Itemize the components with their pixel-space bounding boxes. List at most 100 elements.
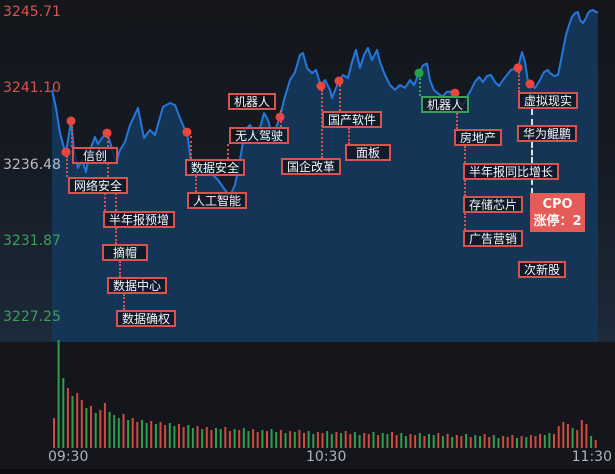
volume-bar	[85, 408, 88, 448]
volume-bar	[367, 434, 370, 448]
volume-bar	[275, 432, 278, 448]
y-axis-tick: 3236.48	[3, 157, 61, 173]
connector-line	[123, 294, 125, 310]
event-marker-dot	[450, 88, 460, 98]
volume-bar	[127, 420, 130, 448]
volume-bar	[298, 430, 301, 448]
volume-bar	[252, 429, 255, 448]
volume-bar	[293, 432, 296, 448]
sector-tag-label: 网络安全	[74, 179, 123, 193]
volume-bar	[205, 427, 208, 448]
x-axis-tick: 10:30	[306, 449, 347, 465]
event-marker-dot	[102, 128, 112, 138]
volume-bar	[446, 434, 449, 448]
connector-line	[518, 72, 520, 92]
sector-tag[interactable]: 面板	[345, 144, 391, 161]
volume-bar	[539, 434, 542, 448]
volume-bar	[525, 437, 528, 448]
sector-tag[interactable]: 半年报预增	[103, 211, 176, 228]
sector-tag-label: 涨停：2	[533, 213, 582, 229]
sector-tag[interactable]: 存储芯片	[463, 196, 524, 213]
volume-bar	[349, 434, 352, 448]
connector-line	[227, 144, 229, 159]
y-axis-tick: 3245.71	[3, 4, 61, 20]
volume-bar	[557, 426, 560, 448]
volume-bar	[529, 435, 532, 448]
sector-tag[interactable]: 机器人	[228, 93, 277, 110]
sector-tag[interactable]: 次新股	[518, 261, 567, 278]
connector-line	[195, 176, 197, 192]
volume-bar	[562, 422, 565, 448]
volume-bar	[344, 431, 347, 448]
volume-bar	[173, 426, 176, 448]
sector-tag[interactable]: 机器人	[421, 96, 470, 113]
volume-bar	[335, 432, 338, 448]
sector-tag[interactable]: 人工智能	[187, 192, 248, 209]
volume-bar	[571, 428, 574, 448]
sector-tag[interactable]: 华为鲲鹏	[517, 125, 578, 142]
sector-tag-label: 房地产	[460, 131, 497, 145]
volume-bar	[326, 431, 329, 448]
sector-tag-label: 数据确权	[122, 312, 171, 326]
volume-bar	[168, 423, 171, 448]
volume-bar	[94, 413, 97, 448]
volume-bar	[363, 433, 366, 448]
sector-tag[interactable]: 半年报同比增长	[463, 163, 560, 180]
sector-tag[interactable]: 数据确权	[116, 310, 177, 327]
sector-tag-label: CPO	[542, 196, 573, 212]
sector-tag[interactable]: 国企改革	[281, 158, 342, 175]
volume-bar	[201, 429, 204, 448]
sector-tag-label: 面板	[355, 146, 380, 160]
volume-bar	[233, 429, 236, 448]
sector-tag[interactable]: 房地产	[454, 129, 503, 146]
sector-tag[interactable]: 无人驾驶	[229, 127, 290, 144]
volume-bar	[145, 423, 148, 448]
x-axis-tick: 09:30	[48, 449, 89, 465]
volume-bar	[377, 435, 380, 448]
volume-bar	[502, 436, 505, 448]
sector-tag-label: 数据安全	[191, 161, 240, 175]
connector-line	[107, 137, 109, 147]
connector-line	[348, 128, 350, 144]
sector-tag[interactable]: 信创	[72, 147, 118, 164]
sector-tag[interactable]: 虚拟现实	[518, 92, 579, 109]
event-marker-dot	[414, 68, 424, 78]
volume-bar	[242, 428, 245, 448]
volume-bar	[497, 438, 500, 448]
sector-tag[interactable]: 数据安全	[185, 159, 246, 176]
volume-bar	[492, 435, 495, 448]
volume-bar	[136, 422, 139, 448]
bottom-strip	[0, 469, 615, 474]
connector-line	[531, 109, 533, 125]
connector-line	[464, 213, 466, 230]
volume-bar	[506, 437, 509, 448]
connector-line	[464, 180, 466, 196]
sector-tag[interactable]: 摘帽	[102, 244, 148, 261]
sector-tag[interactable]: 国产软件	[322, 111, 383, 128]
volume-bar	[534, 436, 537, 448]
event-marker-dot	[513, 63, 523, 73]
volume-bar	[340, 433, 343, 448]
volume-bar	[108, 412, 111, 448]
volume-bar	[261, 430, 264, 448]
sector-tag[interactable]: 网络安全	[68, 177, 129, 194]
volume-bar	[576, 430, 579, 448]
volume-bar	[279, 430, 282, 448]
volume-bar	[178, 424, 180, 448]
sector-tag[interactable]: CPO 涨停：2	[530, 193, 585, 232]
connector-line	[456, 113, 458, 129]
x-axis-tick: 11:30	[571, 449, 612, 465]
sector-tag[interactable]: 数据中心	[107, 277, 168, 294]
connector-line	[339, 85, 341, 111]
volume-bar	[76, 393, 79, 448]
volume-bar	[196, 426, 199, 448]
price-line-chart[interactable]	[0, 0, 615, 342]
volume-bar	[566, 424, 569, 448]
volume-bar	[228, 431, 231, 448]
volume-bar	[66, 388, 69, 448]
sector-tag-label: 国产软件	[328, 113, 377, 127]
volume-bar	[182, 427, 185, 448]
volume-bar	[150, 421, 153, 448]
sector-tag[interactable]: 广告营销	[463, 230, 524, 247]
